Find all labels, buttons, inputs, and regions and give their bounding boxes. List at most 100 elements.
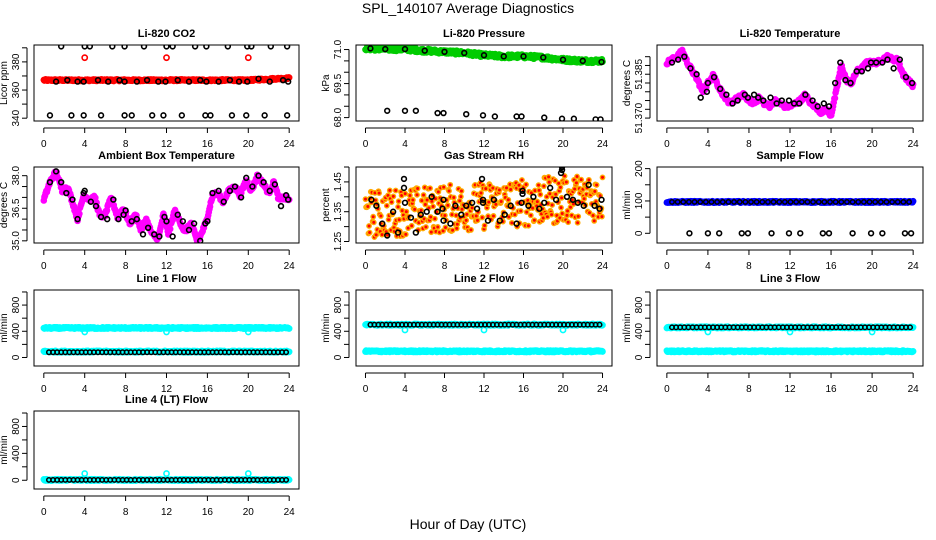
- pressure-low-point: [541, 114, 548, 121]
- rh-continuous-point: [409, 197, 416, 203]
- pressure-markers-point: [367, 45, 374, 52]
- rh-continuous-point: [523, 181, 529, 188]
- box-temp-markers-point: [97, 213, 105, 221]
- x-tick-label: 4: [705, 139, 711, 150]
- temperature-markers-point: [668, 59, 676, 66]
- rh-continuous-point: [388, 199, 395, 205]
- rh-continuous-point: [482, 185, 489, 192]
- sample-flow-markers-point: [804, 198, 811, 205]
- x-tick-label: 12: [784, 261, 796, 272]
- x-axis: 0 4 8 12 16 20 24: [363, 249, 609, 272]
- x-tick-label: 16: [825, 261, 837, 272]
- rh-continuous-point: [519, 177, 525, 183]
- rh-markers-point: [407, 214, 415, 221]
- rh-markers-point: [598, 196, 605, 203]
- mid-point: [155, 78, 162, 85]
- panel-title: Li-820 Pressure: [443, 28, 525, 40]
- line2-high-dip: [401, 326, 409, 334]
- y-tick-label: 400: [11, 322, 22, 339]
- x-tick-label: 8: [123, 139, 129, 150]
- high-cal-point: [283, 45, 291, 50]
- pressure-low-point: [597, 116, 604, 121]
- rh-continuous-point: [574, 173, 580, 180]
- pressure-markers-point: [461, 49, 468, 57]
- x-axis: 0 4 8 12 16 20 24: [363, 372, 609, 395]
- x-tick-label: 0: [664, 261, 670, 272]
- temperature-markers-point: [681, 53, 688, 60]
- rh-continuous-point: [447, 181, 454, 188]
- temperature-markers-point: [842, 76, 849, 84]
- sample-flow-markers-point: [906, 198, 912, 205]
- plot-area: [663, 197, 917, 237]
- x-tick-label: 0: [363, 384, 369, 395]
- plot-frame: [355, 44, 613, 122]
- box-temp-markers-point: [163, 218, 170, 225]
- temperature-markers-point: [908, 79, 916, 87]
- rh-continuous-point: [505, 196, 512, 203]
- y-axis-label: percent: [321, 188, 332, 222]
- panel-title: Ambient Box Temperature: [98, 150, 235, 162]
- rh-continuous-point: [599, 213, 605, 220]
- mid-point: [143, 76, 151, 84]
- x-tick-label: 16: [825, 139, 837, 150]
- x-tick-label: 16: [518, 384, 530, 395]
- temperature-markers-point: [785, 97, 793, 104]
- rh-markers-point: [518, 199, 525, 206]
- temperature-markers-point: [717, 85, 724, 93]
- rh-continuous-point: [414, 185, 421, 192]
- box-temp-markers-point: [139, 231, 147, 238]
- rh-continuous-point: [537, 191, 544, 198]
- sample-flow-markers-point: [781, 198, 788, 205]
- rh-continuous-point: [548, 211, 555, 218]
- box-temp-markers-point: [231, 183, 239, 190]
- temperature-markers-point: [831, 79, 839, 87]
- low-cal-point: [46, 112, 54, 119]
- temperature-markers-point: [697, 94, 704, 101]
- high-cal-point: [140, 45, 148, 50]
- sample-flow-zero-point: [715, 230, 723, 237]
- rh-continuous-point: [395, 198, 402, 205]
- box-temp-markers-point: [115, 215, 122, 223]
- box-temp-markers-point: [174, 211, 181, 218]
- rh-continuous-point: [559, 210, 566, 217]
- low-cal-point: [97, 112, 105, 119]
- y-tick-label: 0: [333, 354, 344, 360]
- rh-markers-point: [417, 211, 424, 218]
- y-tick-label: 800: [11, 296, 22, 313]
- low-cal-point: [243, 112, 250, 119]
- temperature-markers-point: [760, 97, 767, 104]
- box-temp-markers-point: [144, 224, 152, 232]
- pressure-markers-point: [598, 58, 605, 66]
- low-cal-point: [80, 112, 87, 119]
- panel-title: Gas Stream RH: [444, 150, 524, 162]
- box-temp-markers-point: [92, 202, 100, 210]
- rh-continuous-point: [490, 213, 497, 219]
- rh-markers-point: [479, 199, 487, 206]
- rh-continuous-point: [574, 219, 581, 226]
- rh-markers-point: [368, 196, 375, 203]
- temperature-continuous-point: [831, 94, 839, 102]
- y-axis-label: degrees C: [0, 182, 10, 228]
- sample-flow-zero-point: [849, 230, 856, 237]
- rh-continuous-point: [362, 196, 369, 203]
- sample-flow-zero-point: [825, 230, 833, 237]
- x-tick-label: 20: [557, 261, 569, 272]
- sample-flow-markers-point: [889, 198, 896, 205]
- x-tick-label: 8: [746, 139, 752, 150]
- co2-spikes-point: [81, 54, 89, 62]
- low-cal-point: [178, 112, 186, 119]
- rh-markers-point: [412, 229, 420, 236]
- y-tick-label: 1.35: [333, 202, 344, 222]
- rh-markers-point: [546, 184, 554, 192]
- sample-flow-zero-point: [768, 230, 775, 237]
- temperature-markers-point: [687, 65, 694, 72]
- sample-flow-markers-point: [708, 198, 715, 205]
- sample-flow-markers-point: [821, 198, 828, 205]
- rh-continuous-point: [366, 229, 373, 236]
- sample-flow-markers-point: [849, 198, 856, 205]
